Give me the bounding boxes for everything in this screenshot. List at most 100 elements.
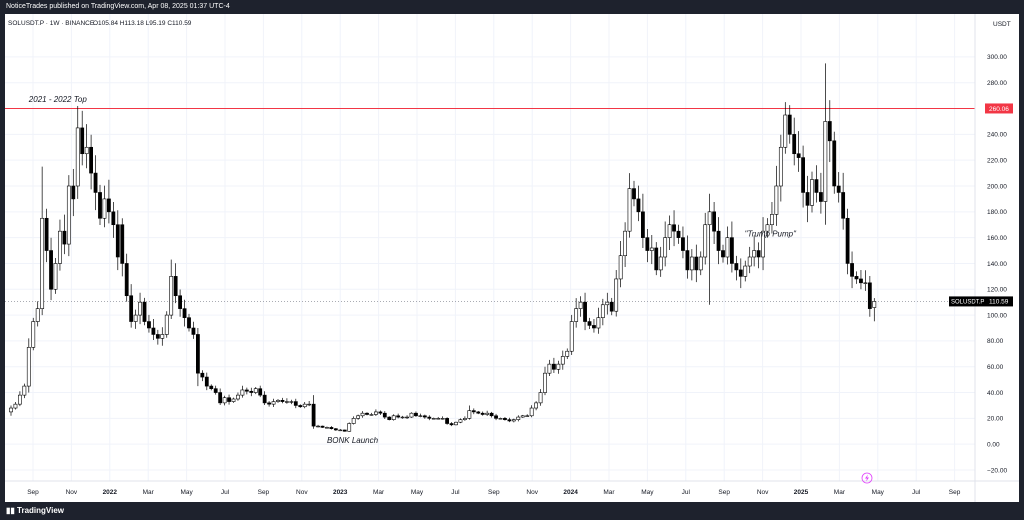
price-tick-label: 200.00	[987, 183, 1007, 190]
time-tick-label: May	[872, 489, 885, 496]
candle-body	[600, 304, 605, 318]
candle-body	[645, 237, 650, 251]
time-axis[interactable]: Sep Nov 2022 Mar May Jul Sep Nov 2023 Mar May Jul Se…	[27, 489, 961, 496]
candle	[471, 408, 476, 415]
chart-annotation: 2021 - 2022 Top	[28, 95, 88, 104]
price-chart[interactable]: 2021 - 2022 Top BONK Launch "Trump Pump" −…	[5, 14, 1019, 502]
candle-body	[569, 321, 574, 352]
candle-body	[382, 412, 387, 418]
candle-body	[836, 185, 841, 193]
candle-body	[712, 211, 717, 232]
annotations: 2021 - 2022 Top BONK Launch "Trump Pump"	[28, 95, 797, 445]
candle	[244, 387, 249, 395]
candle	[498, 417, 503, 420]
price-axis[interactable]: −20.00 0.00 20.00 40.00 60.00 80.00 100.00 120.…	[987, 54, 1007, 474]
candle	[618, 241, 623, 288]
candle	[467, 405, 472, 420]
candle	[712, 202, 717, 244]
candle-body	[396, 415, 401, 418]
candle	[721, 244, 725, 263]
candle-body	[236, 394, 240, 400]
time-tick-label: Sep	[258, 489, 270, 496]
candle-body	[480, 412, 485, 415]
candle	[66, 175, 71, 257]
time-tick-label: May	[180, 489, 193, 496]
candle-body	[489, 412, 494, 417]
candle	[436, 416, 441, 420]
candle-body	[654, 247, 659, 271]
candle-body	[867, 282, 872, 309]
candle-body	[787, 114, 792, 135]
candle-body	[133, 314, 138, 322]
candle-body	[605, 301, 610, 306]
candle-body	[578, 301, 583, 309]
symbol-line: SOLUSDT.P · 1W · BINANCE	[8, 20, 95, 27]
time-tick-label: Mar	[143, 489, 155, 496]
candle-body	[338, 429, 343, 432]
candle	[694, 244, 699, 283]
bolt-icon	[865, 474, 869, 482]
time-tick-label: Jul	[221, 489, 230, 496]
candle-body	[249, 390, 254, 393]
resistance-price-value: 260.06	[989, 106, 1009, 113]
candle-body	[752, 250, 757, 258]
price-tick-label: 280.00	[987, 80, 1007, 87]
candle	[529, 405, 534, 418]
candle-body	[187, 317, 191, 329]
candle-body	[124, 263, 129, 297]
candle	[783, 102, 788, 154]
candle	[859, 270, 863, 290]
candle	[307, 401, 312, 407]
candle-body	[850, 263, 854, 277]
candle	[850, 251, 854, 289]
candle	[129, 284, 134, 328]
candle	[98, 184, 102, 226]
candle-body	[169, 276, 174, 316]
candle-body	[58, 230, 62, 264]
candle-body	[640, 211, 645, 238]
candle	[538, 389, 543, 406]
candle	[298, 404, 303, 408]
candle	[31, 317, 36, 351]
candle	[462, 416, 467, 421]
alert-icon-circle[interactable]	[861, 472, 873, 484]
candle-body	[138, 301, 142, 316]
candle	[525, 414, 530, 417]
candle-body	[182, 308, 187, 318]
candle-body	[494, 415, 498, 419]
candle	[854, 271, 859, 284]
candle	[663, 221, 668, 267]
candle	[516, 415, 521, 422]
candle-body	[405, 416, 409, 419]
chart-area[interactable]: 2021 - 2022 Top BONK Launch "Trump Pump" −…	[5, 14, 1019, 502]
candle	[569, 314, 574, 355]
candle-body	[721, 250, 725, 258]
candle-body	[253, 388, 258, 393]
candle-body	[649, 247, 654, 251]
candle	[614, 270, 619, 317]
candle	[115, 210, 120, 271]
candle-body	[115, 224, 120, 258]
candle-body	[538, 392, 543, 404]
alert-icon[interactable]	[861, 472, 873, 484]
candle	[356, 414, 361, 420]
candle	[832, 131, 837, 194]
candle	[867, 276, 872, 317]
tradingview-logo[interactable]: ▮▮ TradingView	[6, 502, 64, 520]
candle	[391, 414, 396, 421]
candle-body	[284, 401, 289, 403]
time-tick-label: Sep	[949, 489, 961, 496]
candle-body	[329, 427, 334, 429]
candle-body	[196, 334, 200, 374]
candle-body	[289, 401, 294, 403]
publish-text: NoticeTrades published on TradingView.co…	[6, 3, 230, 10]
candle	[507, 417, 512, 423]
candle	[253, 387, 258, 395]
candle	[627, 173, 632, 238]
candle	[765, 218, 770, 238]
time-tick-label: Nov	[296, 489, 308, 496]
candle	[823, 63, 828, 225]
candle	[654, 242, 659, 276]
time-tick-label: 2025	[794, 489, 809, 496]
candle-body	[227, 397, 231, 402]
